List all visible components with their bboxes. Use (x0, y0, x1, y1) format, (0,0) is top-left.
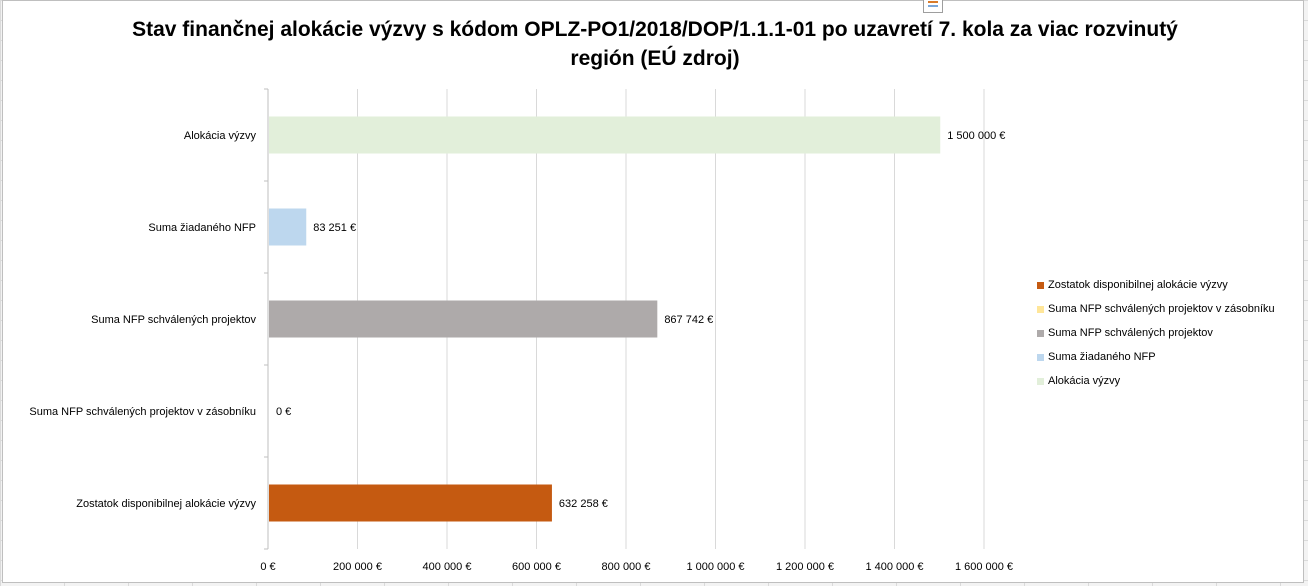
legend-label: Alokácia výzvy (1048, 375, 1121, 387)
legend-label: Suma žiadaného NFP (1048, 351, 1156, 363)
x-tick-label: 1 000 000 € (686, 561, 744, 573)
legend-item: Alokácia výzvy (1037, 369, 1275, 393)
legend-swatch (1037, 305, 1044, 313)
bar (269, 116, 941, 154)
legend-label: Zostatok disponibilnej alokácie výzvy (1048, 279, 1228, 291)
legend-item: Suma žiadaného NFP (1037, 345, 1275, 369)
legend-item: Suma NFP schválených projektov (1037, 321, 1275, 345)
legend-swatch (1037, 353, 1044, 361)
bar-plot: 0 € 200 000 € 400 000 € 600 000 € 800 000 € 1… (29, 88, 1013, 573)
category-label: Suma NFP schválených projektov v zásobní… (29, 406, 256, 418)
x-tick-label: 1 200 000 € (776, 561, 834, 573)
x-tick-label: 1 600 000 € (955, 561, 1013, 573)
x-tick-label: 800 000 € (602, 561, 651, 573)
chart-title: Stav finančnej alokácie výzvy s kódom OP… (132, 18, 1178, 70)
legend-label: Suma NFP schválených projektov v zásobní… (1048, 303, 1275, 315)
category-label: Zostatok disponibilnej alokácie výzvy (76, 498, 256, 510)
legend-item: Suma NFP schválených projektov v zásobní… (1037, 297, 1275, 321)
legend-swatch (1037, 281, 1044, 289)
data-label: 83 251 € (313, 222, 356, 234)
data-label: 867 742 € (664, 314, 713, 326)
x-tick-label: 400 000 € (423, 561, 472, 573)
x-tick-label: 600 000 € (512, 561, 561, 573)
category-label: Suma NFP schválených projektov (91, 314, 256, 326)
category-label: Suma žiadaného NFP (148, 222, 256, 234)
x-tick-label: 200 000 € (333, 561, 382, 573)
legend-swatch (1037, 377, 1044, 385)
bar (269, 484, 552, 522)
chart-object-handle-icon[interactable] (923, 0, 943, 13)
data-label: 0 € (276, 406, 291, 418)
bar (269, 300, 658, 338)
data-label: 1 500 000 € (947, 130, 1005, 142)
category-label: Alokácia výzvy (184, 130, 257, 142)
legend-label: Suma NFP schválených projektov (1048, 327, 1213, 339)
legend-item: Zostatok disponibilnej alokácie výzvy (1037, 273, 1275, 297)
x-tick-label: 1 400 000 € (865, 561, 923, 573)
x-tick-label: 0 € (260, 561, 275, 573)
data-label: 632 258 € (559, 498, 608, 510)
legend: Zostatok disponibilnej alokácie výzvy Sum… (1037, 273, 1275, 393)
bar (269, 208, 307, 246)
legend-swatch (1037, 329, 1044, 337)
